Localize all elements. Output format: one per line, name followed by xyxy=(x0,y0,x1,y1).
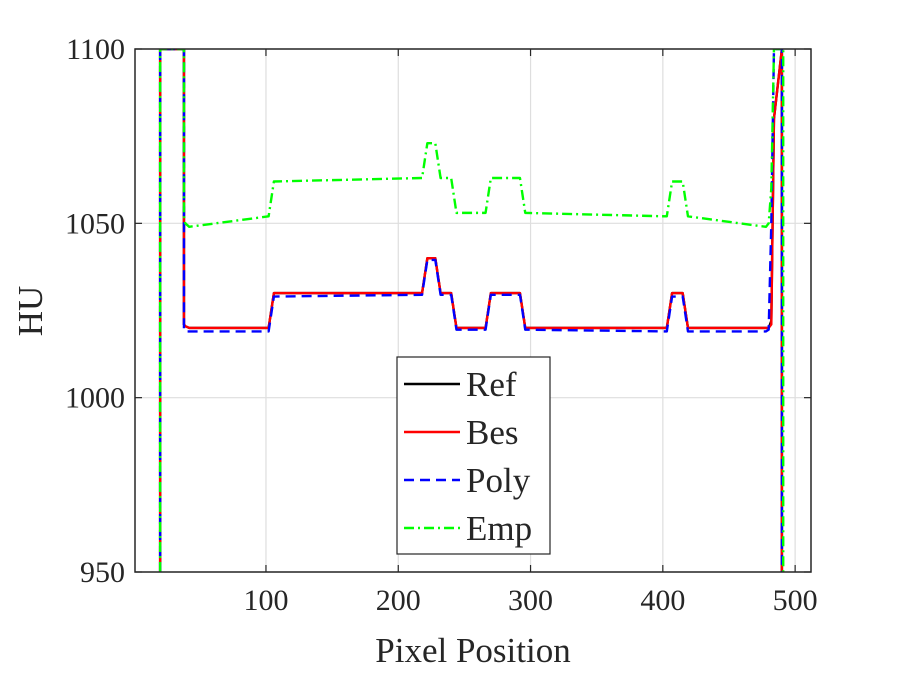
y-tick-label: 1000 xyxy=(65,382,125,415)
x-tick-label: 400 xyxy=(640,584,685,617)
x-tick-label: 200 xyxy=(376,584,421,617)
x-tick-label: 300 xyxy=(508,584,553,617)
legend-label-ref: Ref xyxy=(466,365,517,404)
legend-box xyxy=(396,356,551,555)
series-line-poly xyxy=(158,49,784,572)
series-line-emp xyxy=(158,49,785,572)
y-tick-label: 950 xyxy=(80,556,125,589)
x-tick-label: 500 xyxy=(773,584,818,617)
axes-box xyxy=(134,48,812,573)
legend: Ref Bes Poly Emp xyxy=(396,356,551,555)
y-tick-labels: 950 1000 1050 1100 xyxy=(65,33,125,589)
ticks xyxy=(135,48,811,573)
x-tick-label: 100 xyxy=(243,584,288,617)
x-tick-labels: 100 200 300 400 500 xyxy=(243,584,817,617)
y-tick-label: 1050 xyxy=(65,207,125,240)
y-tick-label: 1100 xyxy=(66,33,125,66)
legend-label-poly: Poly xyxy=(466,461,531,500)
legend-label-bes: Bes xyxy=(466,413,519,452)
series-group xyxy=(158,49,785,572)
legend-label-emp: Emp xyxy=(466,509,532,548)
y-axis-label: HU xyxy=(11,286,50,337)
x-axis-label: Pixel Position xyxy=(375,631,570,670)
